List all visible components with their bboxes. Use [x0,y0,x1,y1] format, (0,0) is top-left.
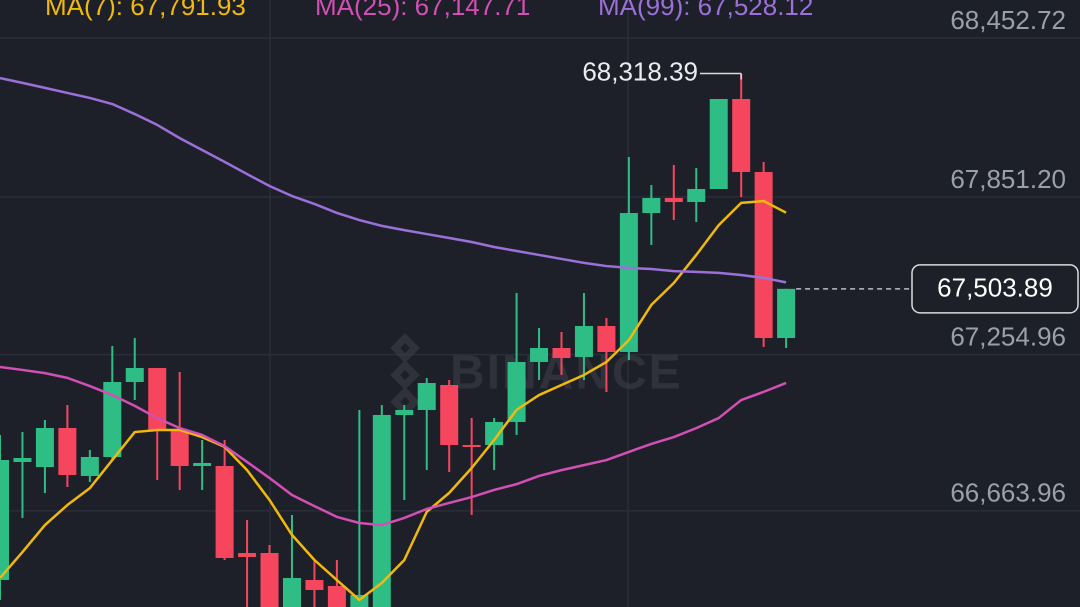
candle [80,450,99,482]
candle-body [417,382,436,410]
candle-body [642,197,661,214]
candle [327,560,346,607]
candle-body [103,381,122,457]
candle-body [260,552,279,607]
candle [103,345,122,461]
candle [440,379,459,473]
candle [13,432,32,518]
candle [732,73,751,198]
candle-body [170,429,189,467]
candle [125,338,144,400]
candle [664,164,683,221]
candle-body [238,552,257,557]
candle [58,404,77,487]
candle [485,417,504,470]
candle [305,560,324,607]
candle [709,98,728,190]
candle-body [664,197,683,203]
candle [238,520,257,607]
candle-body [327,585,346,607]
candle-body [507,361,526,422]
candle-body [530,348,549,362]
candle-body [619,213,638,352]
candle-body [0,460,9,580]
candle-body [215,466,234,558]
candle-body [597,326,616,352]
y-tick-label: 66,663.96 [950,478,1066,508]
ma-line [0,76,787,284]
candle [0,434,9,600]
candle-body [305,579,324,591]
candle-body [282,578,301,607]
candle [35,420,54,493]
candle-body [732,98,751,173]
candle [193,439,212,491]
candles [0,73,796,607]
candle-body [125,367,144,382]
candle-body [687,189,706,203]
legend-entry: MA(25): 67,147.71 [315,0,530,21]
high-label: 68,318.39 [582,56,698,86]
candle-body [777,288,796,339]
candle-body [58,427,77,475]
last-price-box [911,264,1079,314]
candle-body [440,385,459,445]
candle [687,167,706,222]
candle [754,161,773,347]
candle [530,327,549,380]
ma-line [0,365,787,527]
candle [417,378,436,470]
candle-body [552,348,571,358]
candle-body [193,462,212,467]
candle-body [80,456,99,476]
candle-body [574,326,593,357]
candle [574,292,593,380]
candle [777,288,796,349]
candle [282,514,301,607]
candle-body [754,172,773,339]
legend-entry: MA(99): 67,528.12 [598,0,813,21]
ma-line [0,199,787,602]
candle [642,185,661,245]
y-axis: 68,452.72 67,851.20 67,254.96 66,663.96 [950,5,1066,508]
legend: MA(7): 67,791.93 MA(25): 67,147.71 MA(99):… [45,0,813,21]
candle [260,544,279,607]
watermark: BINANCE [390,333,681,417]
y-tick-label: 68,452.72 [950,5,1066,35]
annotations: 68,318.39 67,503.89 [582,56,1079,314]
candle [597,317,616,392]
y-tick-label: 67,254.96 [950,321,1066,351]
candle [395,404,414,500]
y-tick-label: 67,851.20 [950,164,1066,194]
candle-body [395,409,414,415]
moving-averages [0,76,787,602]
candle-body [462,444,481,447]
candle-body [13,457,32,462]
candle [372,404,391,607]
legend-entry: MA(7): 67,791.93 [45,0,246,21]
last-price-label: 67,503.89 [937,273,1053,303]
candle [215,439,234,561]
watermark-logo [390,333,420,417]
candle-body [485,421,504,445]
candle [552,332,571,375]
candle-body [372,414,391,607]
candle-body [709,98,728,190]
candle [619,156,638,361]
candle-body [35,427,54,468]
